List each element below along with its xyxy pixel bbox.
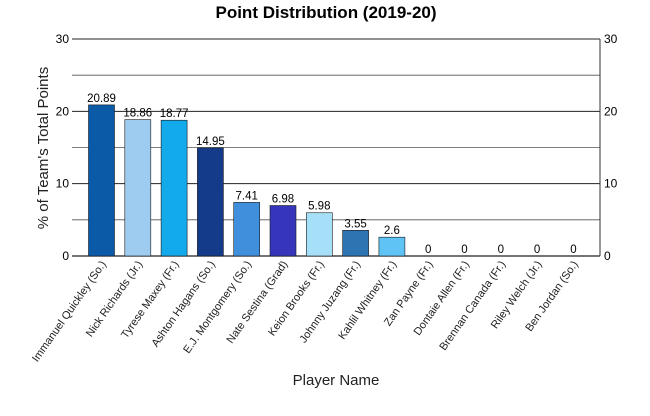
data-label: 18.77 xyxy=(160,108,189,120)
y-tick-label-left: 30 xyxy=(56,32,70,46)
data-label: 0 xyxy=(461,244,467,256)
data-label: 18.86 xyxy=(123,108,152,120)
data-label: 7.41 xyxy=(236,190,258,202)
bar xyxy=(233,202,260,257)
y-tick-label-right: 10 xyxy=(604,177,618,191)
category-label: E.J. Montgomery (So.) xyxy=(181,259,254,356)
data-label: 0 xyxy=(425,244,431,256)
data-label: 2.6 xyxy=(384,225,400,237)
bar xyxy=(88,104,115,257)
data-label: 6.98 xyxy=(272,194,294,206)
bar xyxy=(305,212,333,257)
category-label: Immanuel Quickley (So.) xyxy=(30,259,109,365)
x-axis-label: Player Name xyxy=(293,372,380,389)
chart-title: Point Distribution (2019-20) xyxy=(215,3,436,22)
data-label: 0 xyxy=(534,244,540,256)
category-label: Brennan Canada (Fr.) xyxy=(437,259,508,353)
bar xyxy=(342,230,369,257)
y-tick-label-left: 0 xyxy=(62,249,69,263)
y-tick-label-right: 30 xyxy=(604,32,618,46)
bar xyxy=(197,147,224,257)
data-label: 0 xyxy=(570,244,576,256)
bar xyxy=(269,205,297,257)
data-label: 5.98 xyxy=(308,201,330,213)
bar xyxy=(124,119,152,257)
data-label: 14.95 xyxy=(196,136,225,148)
data-label: 0 xyxy=(498,244,504,256)
y-tick-label-right: 20 xyxy=(604,104,618,118)
y-axis-label: % of Team's Total Points xyxy=(35,67,52,229)
bar xyxy=(378,236,406,257)
category-label: Ashton Hagans (So.) xyxy=(149,259,217,350)
y-tick-label-right: 0 xyxy=(604,249,611,263)
data-label: 20.89 xyxy=(87,93,116,105)
y-tick-label-left: 20 xyxy=(56,104,70,118)
y-tick-label-left: 10 xyxy=(56,177,70,191)
data-label: 3.55 xyxy=(344,218,366,230)
bar xyxy=(160,119,188,257)
